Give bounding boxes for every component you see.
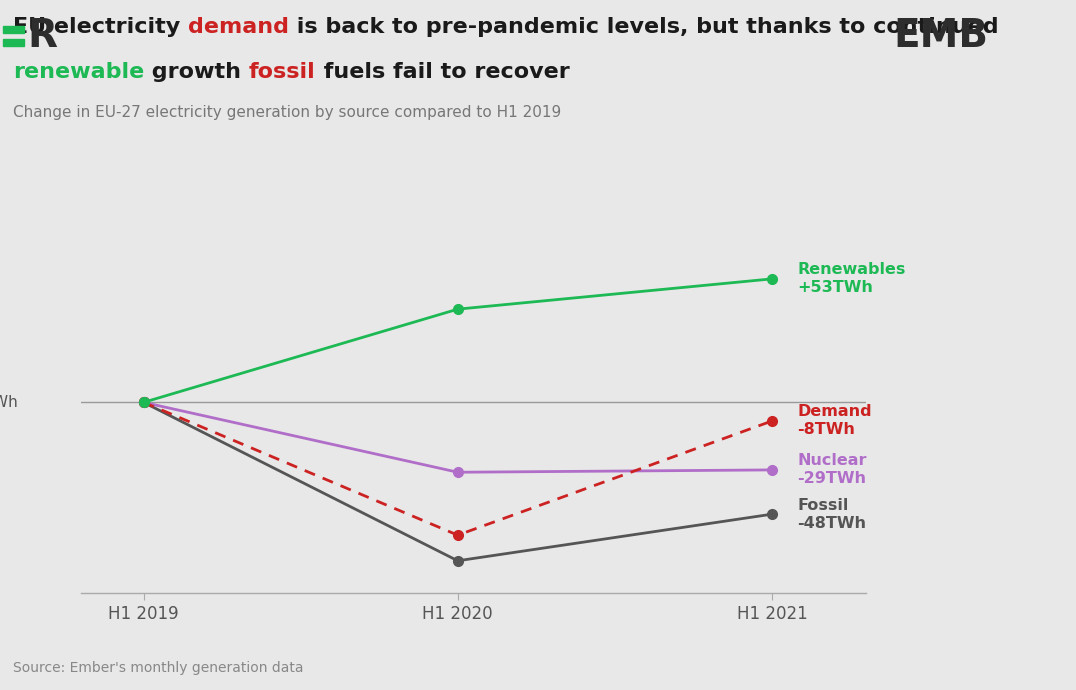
Text: is back to pre-pandemic levels, but thanks to continued: is back to pre-pandemic levels, but than… <box>289 17 999 37</box>
Text: Demand
-8TWh: Demand -8TWh <box>797 404 872 437</box>
Text: EMB: EMB <box>893 17 988 55</box>
Text: 0TWh: 0TWh <box>0 395 18 410</box>
Text: Source: Ember's monthly generation data: Source: Ember's monthly generation data <box>13 661 303 675</box>
Text: Change in EU-27 electricity generation by source compared to H1 2019: Change in EU-27 electricity generation b… <box>13 105 562 120</box>
Text: renewable: renewable <box>13 62 144 82</box>
Text: fossil: fossil <box>249 62 315 82</box>
Text: demand: demand <box>188 17 289 37</box>
Text: fuels fail to recover: fuels fail to recover <box>315 62 569 82</box>
Text: Fossil
-48TWh: Fossil -48TWh <box>797 497 866 531</box>
Text: Nuclear
-29TWh: Nuclear -29TWh <box>797 453 866 486</box>
Text: EU electricity: EU electricity <box>13 17 188 37</box>
Text: R: R <box>27 17 57 55</box>
Text: Renewables
+53TWh: Renewables +53TWh <box>797 262 905 295</box>
Text: growth: growth <box>144 62 249 82</box>
